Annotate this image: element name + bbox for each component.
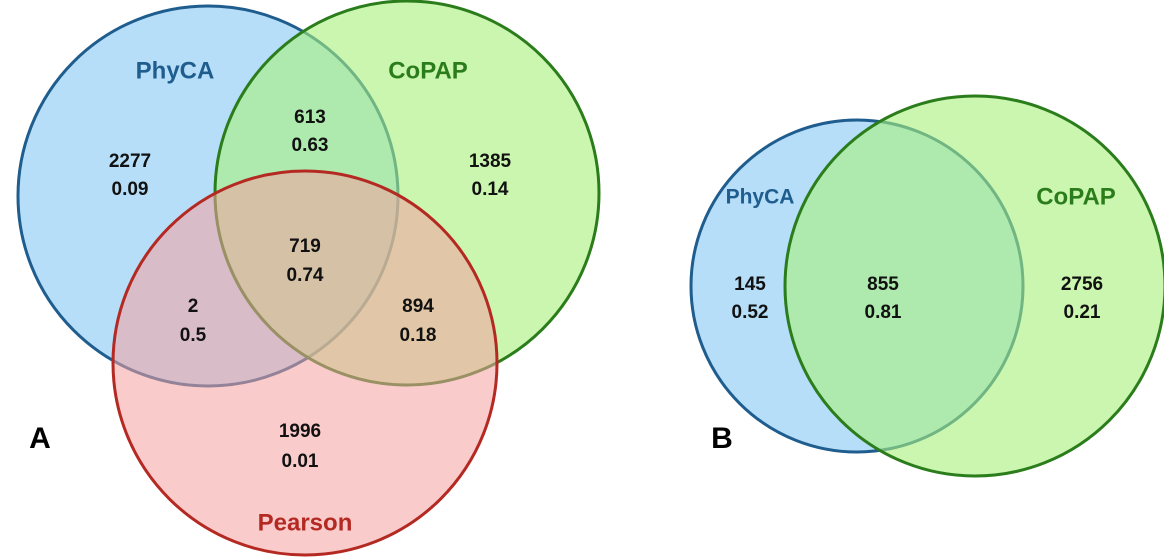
pearson-circle — [111, 169, 499, 557]
copap-circle — [783, 94, 1164, 478]
region-count: 2756 — [1061, 274, 1103, 295]
region-count: 145 — [734, 274, 766, 295]
panel-label: B — [711, 422, 733, 455]
panel-label: A — [29, 422, 51, 455]
region-score: 0.14 — [472, 179, 509, 200]
region-score: 0.01 — [282, 451, 319, 472]
region-count: 1996 — [279, 421, 321, 442]
region-count: 894 — [402, 296, 434, 317]
set-label: Pearson — [258, 509, 353, 536]
region-count: 613 — [294, 107, 326, 128]
region-count: 719 — [289, 236, 321, 257]
region-score: 0.74 — [287, 265, 324, 286]
region-score: 0.09 — [112, 179, 149, 200]
set-label: PhyCA — [726, 186, 795, 209]
region-count: 855 — [867, 274, 899, 295]
region-score: 0.18 — [400, 325, 437, 346]
region-count: 2 — [188, 296, 199, 317]
region-score: 0.52 — [732, 302, 769, 323]
set-label: CoPAP — [388, 57, 468, 84]
region-score: 0.5 — [180, 325, 207, 346]
region-score: 0.21 — [1064, 302, 1101, 323]
set-label: PhyCA — [136, 57, 215, 84]
region-score: 0.81 — [865, 302, 902, 323]
set-label: CoPAP — [1036, 183, 1116, 210]
region-count: 2277 — [109, 151, 151, 172]
region-score: 0.63 — [292, 135, 329, 156]
region-count: 1385 — [469, 151, 512, 172]
